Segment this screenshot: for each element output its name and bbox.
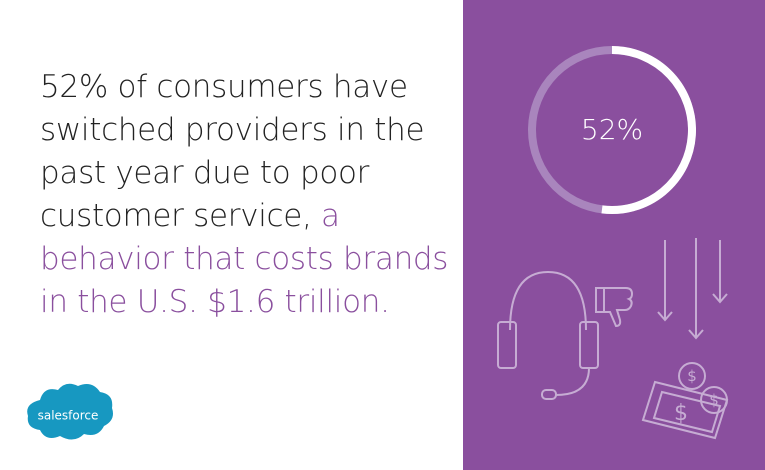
svg-text:$: $ (687, 367, 697, 385)
svg-text:$: $ (674, 401, 688, 426)
donut-label: 52% (581, 113, 643, 146)
purple-panel (463, 0, 765, 470)
headline-highlight: a (320, 198, 340, 234)
headline-highlight: behavior that costs brands (40, 241, 449, 277)
headline-line: past year due to poor (40, 152, 448, 195)
headline-text: past year due to poor (40, 155, 370, 191)
headline-line: in the U.S. $1.6 trillion. (40, 281, 448, 324)
headline: 52% of consumers have switched providers … (40, 66, 448, 324)
donut-arc (601, 46, 696, 214)
headline-highlight: in the U.S. $1.6 trillion. (40, 284, 390, 320)
svg-text:$: $ (709, 391, 719, 409)
headline-line: switched providers in the (40, 109, 448, 152)
headline-text: customer service, (40, 198, 312, 234)
headline-text: switched providers in the (40, 112, 425, 148)
logo-text: salesforce (38, 409, 99, 423)
headline-line: 52% of consumers have (40, 66, 448, 109)
headline-line: behavior that costs brands (40, 238, 448, 281)
icons: $ $ $ (497, 238, 729, 440)
logo-cloud (27, 383, 114, 440)
headline-text: 52% of consumers have (40, 69, 408, 105)
headline-line: customer service, a (40, 195, 448, 238)
